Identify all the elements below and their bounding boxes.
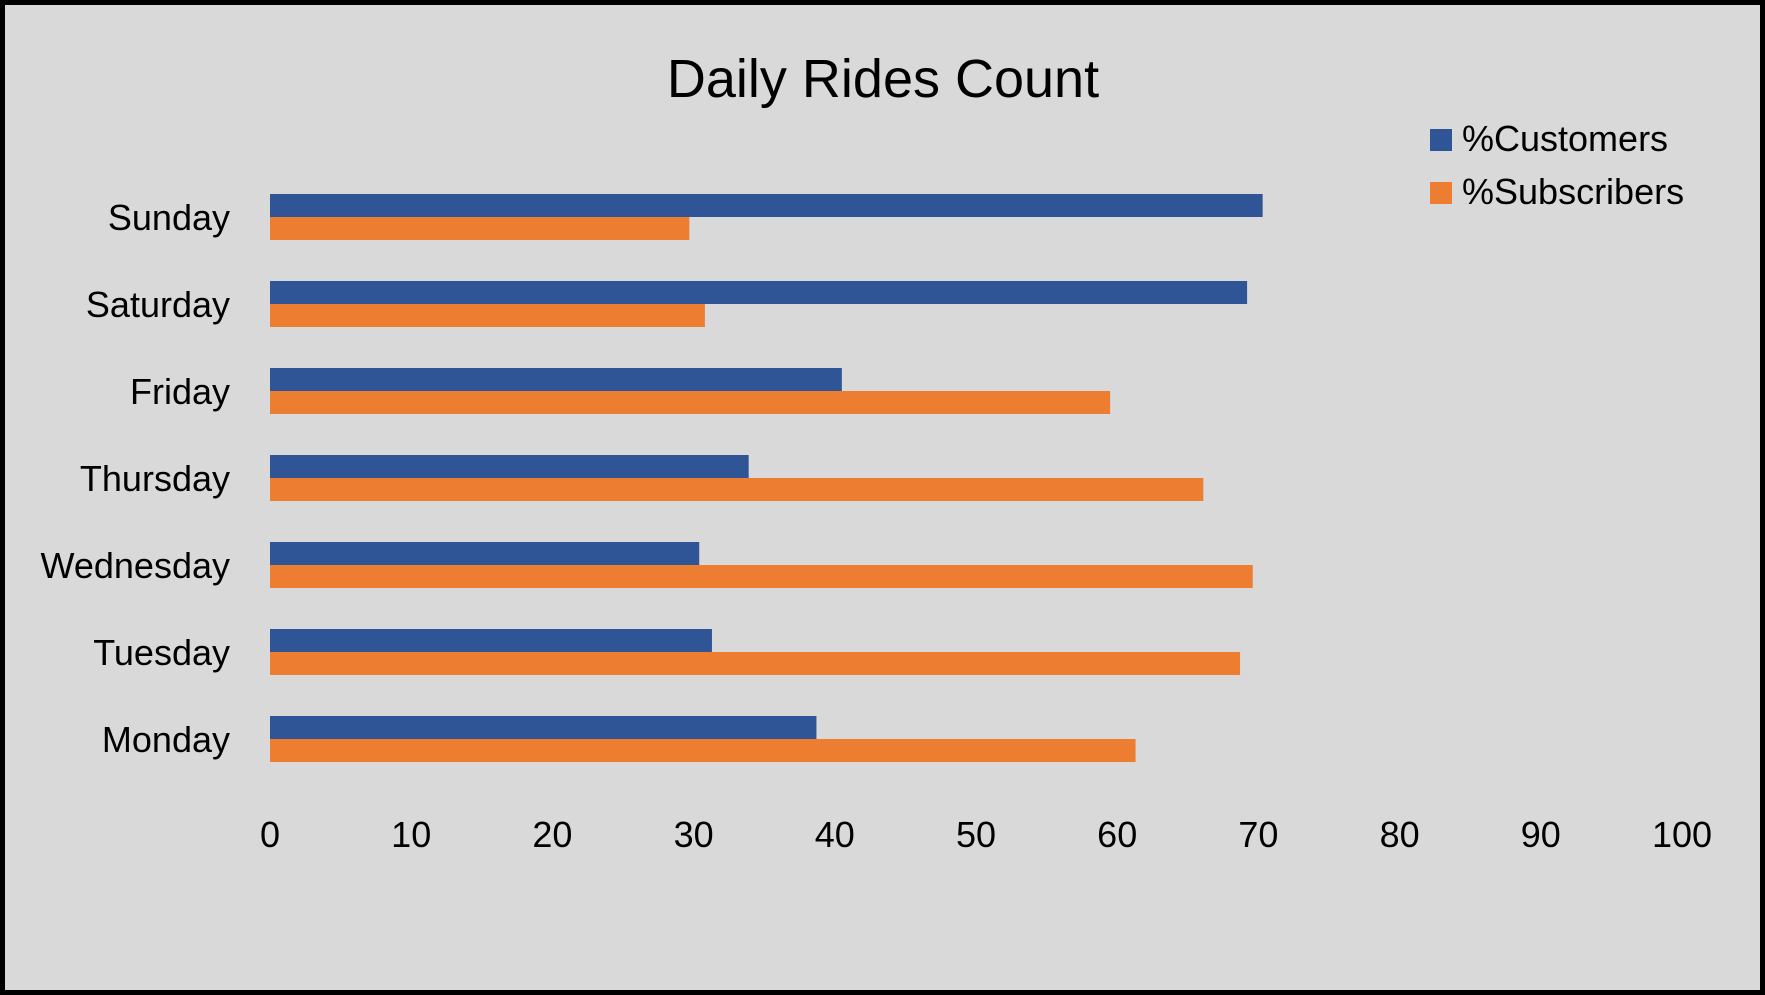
- bar-subscribers-wednesday: [270, 565, 1253, 588]
- x-tick-label: 60: [1097, 814, 1137, 855]
- category-label-thursday: Thursday: [80, 458, 230, 499]
- category-label-tuesday: Tuesday: [93, 632, 230, 673]
- bar-subscribers-thursday: [270, 478, 1204, 501]
- category-label-sunday: Sunday: [108, 197, 230, 238]
- x-tick-label: 100: [1652, 814, 1712, 855]
- legend-label-subscribers: %Subscribers: [1462, 171, 1684, 212]
- x-tick-label: 20: [532, 814, 572, 855]
- x-tick-label: 50: [956, 814, 996, 855]
- bar-subscribers-sunday: [270, 217, 690, 240]
- category-label-monday: Monday: [102, 719, 230, 760]
- bar-customers-saturday: [270, 281, 1248, 304]
- x-tick-label: 70: [1238, 814, 1278, 855]
- x-axis-tick-labels: 0 10 20 30 40 50 60 70 80 90 100: [260, 814, 1712, 855]
- x-tick-label: 80: [1380, 814, 1420, 855]
- x-tick-label: 40: [815, 814, 855, 855]
- x-tick-label: 90: [1521, 814, 1561, 855]
- bar-customers-sunday: [270, 194, 1263, 217]
- bar-subscribers-friday: [270, 391, 1111, 414]
- bar-customers-tuesday: [270, 629, 712, 652]
- x-tick-label: 0: [260, 814, 280, 855]
- legend-swatch-subscribers: [1430, 182, 1452, 204]
- legend: %Customers %Subscribers: [1430, 118, 1684, 212]
- x-tick-label: 10: [391, 814, 431, 855]
- bar-customers-thursday: [270, 455, 749, 478]
- category-labels: Monday Tuesday Wednesday Thursday Friday Satu…: [41, 197, 230, 760]
- x-tick-label: 30: [674, 814, 714, 855]
- legend-label-customers: %Customers: [1462, 118, 1668, 159]
- category-label-saturday: Saturday: [86, 284, 230, 325]
- category-label-friday: Friday: [130, 371, 230, 412]
- bar-subscribers-saturday: [270, 304, 705, 327]
- category-label-wednesday: Wednesday: [41, 545, 230, 586]
- bar-subscribers-monday: [270, 739, 1136, 762]
- bars-layer: [270, 194, 1263, 762]
- legend-swatch-customers: [1430, 129, 1452, 151]
- bar-customers-monday: [270, 716, 817, 739]
- chart-title: Daily Rides Count: [667, 49, 1099, 109]
- bar-customers-friday: [270, 368, 842, 391]
- bar-customers-wednesday: [270, 542, 700, 565]
- bar-subscribers-tuesday: [270, 652, 1241, 675]
